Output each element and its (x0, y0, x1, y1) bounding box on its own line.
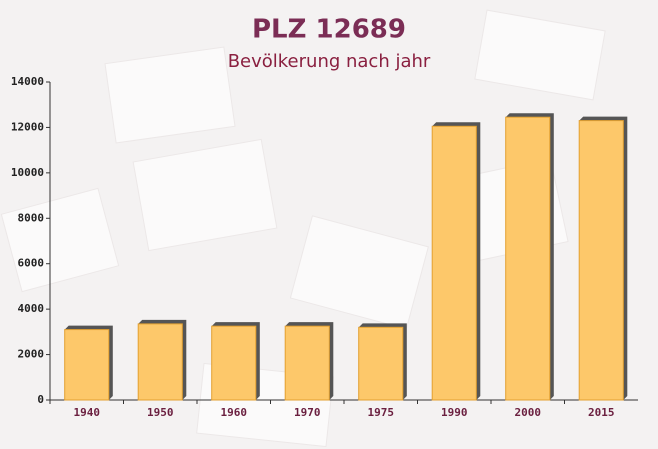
bar (64, 329, 110, 401)
x-tick-label: 2015 (588, 406, 615, 419)
bar (578, 120, 624, 401)
bar (505, 116, 551, 401)
bar (211, 325, 257, 401)
bar (284, 325, 330, 401)
x-tick-label: 1950 (147, 406, 174, 419)
x-tick-label: 1990 (441, 406, 468, 419)
x-tick-label: 1940 (74, 406, 101, 419)
y-tick-label: 10000 (11, 166, 44, 179)
x-tick-label: 1960 (221, 406, 248, 419)
y-tick-label: 6000 (18, 257, 45, 270)
x-tick-label: 2000 (515, 406, 542, 419)
x-tick-label: 1970 (294, 406, 321, 419)
y-tick-label: 2000 (18, 348, 45, 361)
x-tick-label: 1975 (368, 406, 395, 419)
chart-subtitle: Bevölkerung nach jahr (228, 51, 431, 72)
bar (137, 323, 183, 401)
chart-title: PLZ 12689 (252, 15, 406, 45)
y-tick-label: 14000 (11, 75, 44, 88)
bar (358, 326, 404, 401)
y-tick-label: 4000 (18, 302, 45, 315)
y-tick-label: 8000 (18, 211, 45, 224)
y-tick-label: 0 (37, 393, 44, 406)
bar (431, 125, 477, 401)
y-tick-label: 12000 (11, 120, 44, 133)
